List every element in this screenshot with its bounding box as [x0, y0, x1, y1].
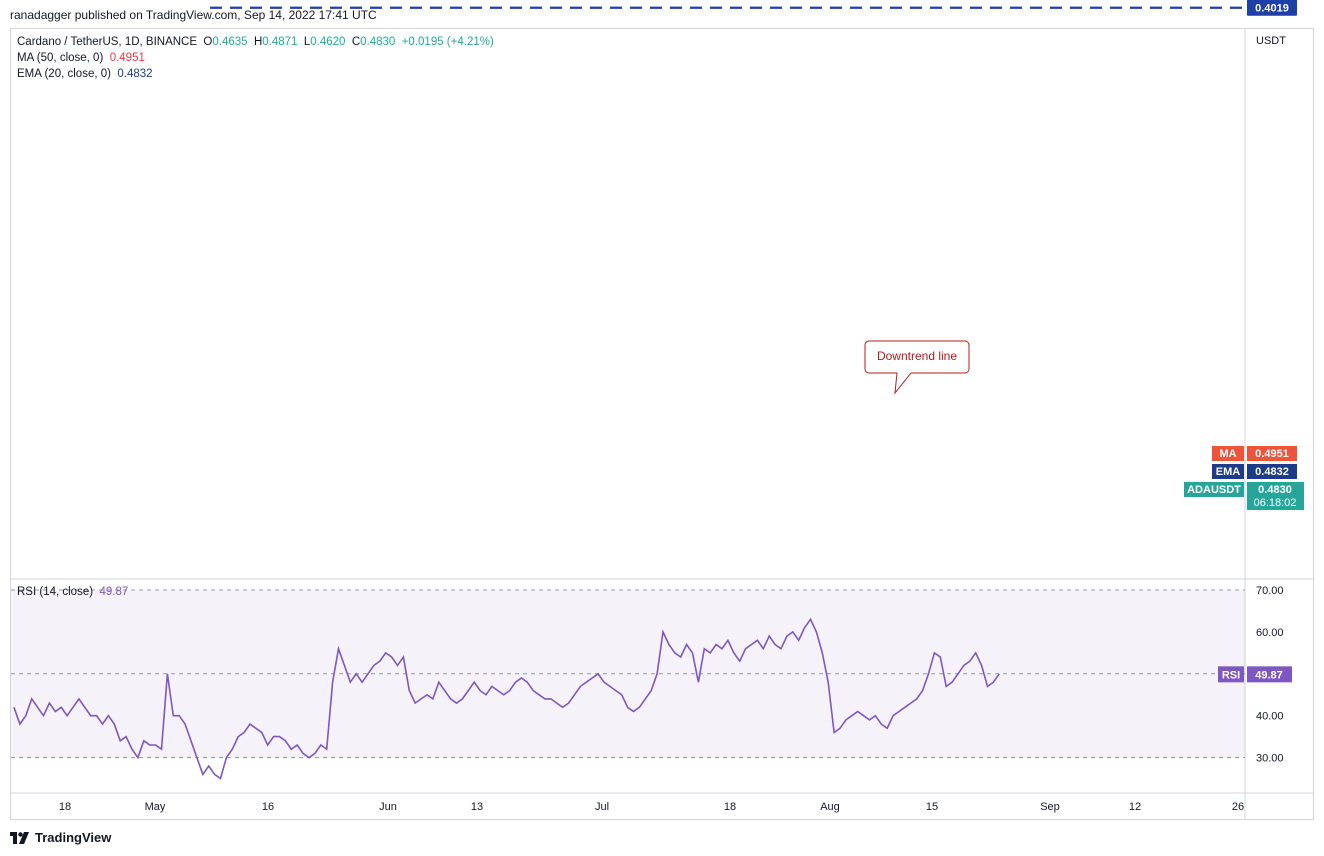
time-axis[interactable]: 18 May 16 Jun 13 Jul 18 Aug 15 Sep 12 26 — [59, 801, 1244, 813]
rsi-legend-label: RSI (14, close) — [17, 586, 94, 598]
level-badge-label: 0.4019 — [1255, 3, 1289, 15]
time-tick-label: 18 — [724, 801, 736, 813]
tradingview-logo-icon — [10, 831, 29, 844]
pair-badge-label: ADAUSDT — [1187, 484, 1241, 496]
ema-badge-value: 0.4832 — [1255, 466, 1289, 478]
level-badge — [1247, 0, 1297, 16]
ema-badge-value-box — [1247, 464, 1297, 479]
ma-badge-label: MA — [1219, 448, 1236, 460]
tradingview-brand: TradingView — [35, 830, 112, 845]
time-tick-label: 26 — [1232, 801, 1244, 813]
time-tick-label: 16 — [262, 801, 274, 813]
rsi-badge-label: RSI — [1222, 669, 1240, 681]
horizontal-levels: 0.74600.70000.4019 — [210, 0, 1297, 16]
publisher-attribution: ranadagger published on TradingView.com,… — [10, 8, 377, 22]
ema-legend-value: 0.4832 — [117, 68, 153, 80]
open-value: 0.4635 — [212, 36, 248, 48]
low-value: 0.4620 — [310, 36, 346, 48]
time-tick-label: Aug — [820, 801, 840, 813]
open-label: O — [203, 36, 213, 48]
pair-badge-tag — [1184, 482, 1244, 497]
callout-label: Downtrend line — [877, 349, 957, 363]
time-tick-label: Sep — [1040, 801, 1060, 813]
tradingview-logo[interactable]: TradingView — [10, 830, 111, 845]
ma-badge-value: 0.4951 — [1255, 448, 1289, 460]
pair-badge-value-box — [1247, 482, 1304, 510]
price-axis[interactable]: 1.05001.00000.95000.90000.85000.80000.75… — [1256, 0, 1290, 47]
ma-legend-label: MA (50, close, 0) — [17, 52, 104, 64]
high-value: 0.4871 — [262, 36, 298, 48]
time-tick-label: 13 — [471, 801, 483, 813]
time-tick-label: Jun — [379, 801, 397, 813]
rsi-badge-value-box — [1247, 666, 1292, 683]
rsi-badge-tag — [1218, 666, 1244, 683]
rsi-tick-label: 60.00 — [1256, 627, 1284, 639]
rsi-tick-label: 40.00 — [1256, 711, 1284, 723]
callout-bubble — [864, 340, 970, 395]
close-value: 0.4830 — [360, 36, 396, 48]
rsi-legend[interactable]: RSI (14, close) 49.87 — [17, 586, 128, 598]
price-unit-label: USDT — [1256, 35, 1286, 47]
high-label: H — [253, 36, 263, 48]
pair-badge-value: 0.4830 — [1258, 484, 1292, 496]
rsi-tick-label: 70.00 — [1256, 585, 1284, 597]
time-tick-label: May — [145, 801, 166, 813]
ema-badge-label: EMA — [1216, 466, 1241, 478]
time-tick-label: 12 — [1129, 801, 1141, 813]
downtrend-callout[interactable]: Downtrend line — [864, 340, 970, 395]
pair-badge-timer: 06:18:02 — [1254, 497, 1297, 509]
chart-frame — [10, 28, 1314, 820]
rsi-tick-label: 30.00 — [1256, 753, 1284, 765]
time-tick-label: Jul — [595, 801, 609, 813]
ma-badge-tag — [1212, 446, 1244, 461]
ema-legend[interactable]: EMA (20, close, 0) 0.4832 — [17, 68, 153, 80]
ma-legend[interactable]: MA (50, close, 0) 0.4951 — [17, 52, 145, 64]
rsi-line — [13, 617, 1000, 780]
close-label: C — [351, 36, 361, 48]
rsi-badge-value: 49.87 — [1255, 669, 1283, 681]
ema-legend-label: EMA (20, close, 0) — [17, 68, 111, 80]
ma-legend-value: 0.4951 — [109, 52, 145, 64]
ma-badge-value-box — [1247, 446, 1297, 461]
grid — [11, 28, 1313, 820]
time-tick-label: 18 — [59, 801, 71, 813]
low-label: L — [303, 36, 311, 48]
symbol-title: Cardano / TetherUS, 1D, BINANCE — [17, 36, 198, 48]
ema-badge-tag — [1212, 464, 1244, 479]
rsi-legend-value: 49.87 — [99, 586, 129, 598]
time-tick-label: 15 — [926, 801, 938, 813]
change-value: +0.0195 (+4.21%) — [401, 36, 494, 48]
symbol-legend[interactable]: Cardano / TetherUS, 1D, BINANCE O0.4635 … — [17, 36, 494, 48]
